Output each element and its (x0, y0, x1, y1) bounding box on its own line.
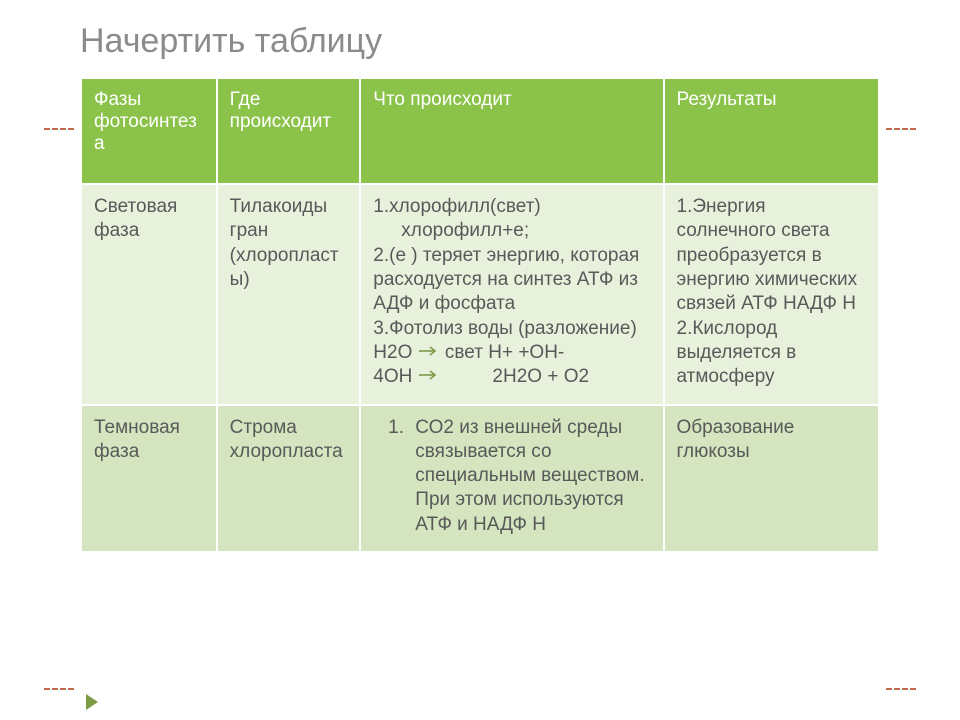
ordered-list: СО2 из внешней среды связывается со спец… (373, 416, 652, 538)
cell-where: Тилакоиды гран (хлоропласты) (217, 184, 361, 405)
what-line: 4ОН 2Н2О + О2 (373, 365, 652, 389)
cell-result: Образование глюкозы (664, 405, 879, 553)
text: 2.(е ) теряет энергию, которая расходует… (373, 244, 652, 317)
table-row: Темновая фаза Строма хлоропласта СО2 из … (81, 405, 879, 553)
text: свет Н+ +ОН- (445, 342, 564, 363)
slide: Начертить таблицу Фазы фотосинтеза Где п… (0, 0, 960, 720)
decoration-dash (886, 688, 916, 690)
text: 1.хлорофилл(свет) (373, 196, 540, 217)
cell-result: 1.Энергия солнечного света преобразуется… (664, 184, 879, 405)
text: 4ОН (373, 366, 412, 387)
table: Фазы фотосинтеза Где происходит Что прои… (80, 77, 880, 553)
cell-phase: Световая фаза (81, 184, 217, 405)
what-line: Н2О свет Н+ +ОН- (373, 341, 652, 365)
cell-what: СО2 из внешней среды связывается со спец… (360, 405, 663, 553)
slide-title: Начертить таблицу (80, 22, 960, 61)
cell-phase: Темновая фаза (81, 405, 217, 553)
photosynthesis-table: Фазы фотосинтеза Где происходит Что прои… (80, 77, 880, 553)
table-row: Световая фаза Тилакоиды гран (хлоропласт… (81, 184, 879, 405)
what-line: 1.хлорофилл(свет) (373, 195, 652, 219)
table-header-row: Фазы фотосинтеза Где происходит Что прои… (81, 78, 879, 184)
col-header-what: Что происходит (360, 78, 663, 184)
col-header-result: Результаты (664, 78, 879, 184)
col-header-phase: Фазы фотосинтеза (81, 78, 217, 184)
text: Н2О (373, 342, 412, 363)
triangle-icon (86, 694, 98, 710)
decoration-dash (44, 688, 74, 690)
cell-what: 1.хлорофилл(свет) хлорофилл+е; 2.(е ) те… (360, 184, 663, 405)
cell-where: Строма хлоропласта (217, 405, 361, 553)
what-line: 2.(е ) теряет энергию, которая расходует… (373, 244, 652, 317)
decoration-dash (886, 128, 916, 130)
arrow-icon (418, 339, 440, 349)
arrow-icon (418, 363, 440, 373)
what-line: 3.Фотолиз воды (разложение) (373, 317, 652, 341)
decoration-dash (44, 128, 74, 130)
list-item: СО2 из внешней среды связывается со спец… (409, 416, 652, 538)
text: 2Н2О + О2 (445, 366, 589, 387)
col-header-where: Где происходит (217, 78, 361, 184)
what-line: хлорофилл+е; (373, 219, 652, 243)
